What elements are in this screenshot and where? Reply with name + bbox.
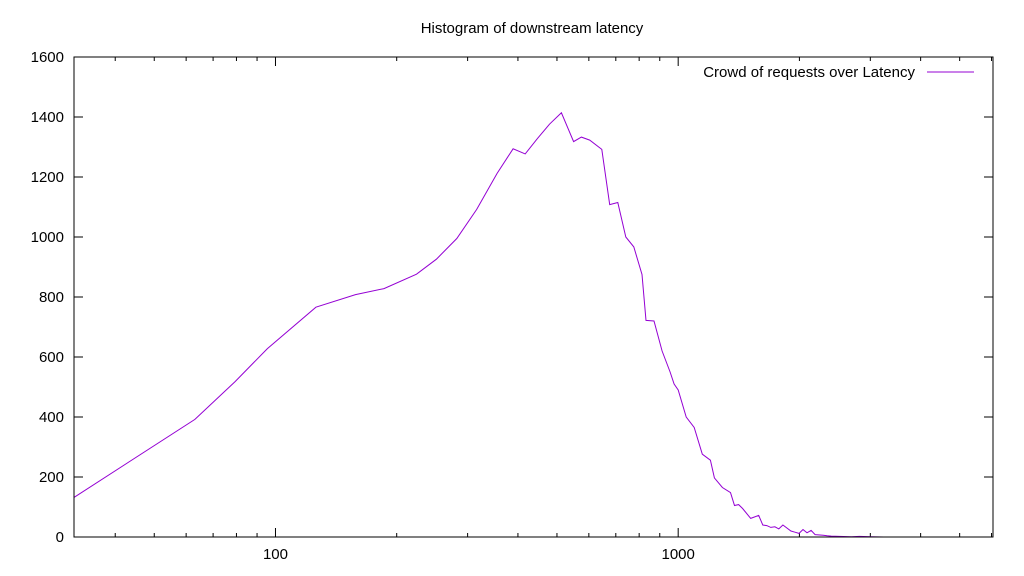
x-tick-label: 1000: [661, 546, 694, 563]
chart-title: Histogram of downstream latency: [421, 20, 644, 37]
y-tick-label: 200: [39, 469, 64, 486]
tick-marks: [74, 56, 993, 538]
plot-border: [73, 56, 994, 538]
legend: Crowd of requests over Latency: [703, 64, 974, 81]
x-tick-label: 100: [263, 546, 288, 563]
y-tick-label: 600: [39, 349, 64, 366]
y-tick-label: 0: [56, 529, 64, 546]
legend-label: Crowd of requests over Latency: [703, 64, 915, 81]
y-tick-label: 1000: [31, 229, 64, 246]
y-tick-label: 400: [39, 409, 64, 426]
tick-labels: 0 200 400 600 800 1000 1200 1400 1600 100 1000: [31, 49, 695, 563]
y-tick-label: 1400: [31, 109, 64, 126]
series-line-0: [73, 111, 884, 538]
y-tick-label: 800: [39, 289, 64, 306]
series-group: [73, 111, 884, 538]
y-tick-label: 1200: [31, 169, 64, 186]
y-tick-label: 1600: [31, 49, 64, 66]
